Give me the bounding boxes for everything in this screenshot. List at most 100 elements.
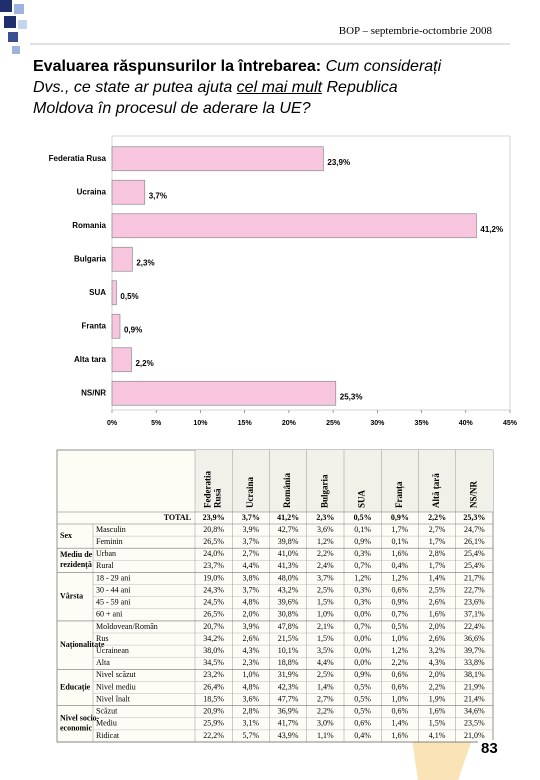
cell: 43,2% [278, 585, 299, 594]
cell: 39,7% [464, 646, 485, 655]
cell: 3,6% [243, 694, 260, 703]
row-label: 60 + ani [96, 610, 123, 619]
cell: 3,7% [317, 573, 334, 582]
total-cell: 0,5% [354, 513, 372, 522]
cell: 0,6% [354, 719, 371, 728]
row-label: Rus [96, 634, 108, 643]
cell: 30,8% [278, 610, 299, 619]
cell: 0,4% [392, 561, 409, 570]
row-label: 30 - 44 ani [96, 585, 131, 594]
column-header: NS/NR [468, 480, 478, 508]
cell: 2,4% [317, 561, 334, 570]
group-label: economic [60, 724, 92, 733]
cell: 38,1% [464, 670, 485, 679]
cell: 26,5% [203, 610, 224, 619]
group-label: Educație [60, 682, 91, 691]
group-label: Vârsta [60, 591, 83, 600]
row-label: Alta [96, 658, 110, 667]
deco [4, 16, 16, 28]
cell: 2,7% [429, 525, 446, 534]
cell: 1,7% [429, 537, 446, 546]
cell: 48,0% [278, 573, 299, 582]
category-label: Franta [82, 321, 107, 330]
cell: 2,2% [317, 549, 334, 558]
value-label: 2,3% [136, 258, 154, 267]
value-label: 41,2% [480, 225, 503, 234]
group-label: Sex [60, 531, 72, 540]
cell: 2,0% [429, 670, 446, 679]
cell: 4,8% [243, 682, 260, 691]
cell: 4,1% [429, 731, 446, 740]
cell: 0,0% [354, 610, 371, 619]
cell: 1,0% [243, 670, 260, 679]
row-label: Mediu [96, 719, 117, 728]
bar [111, 280, 117, 306]
cell: 24,7% [464, 525, 485, 534]
cell: 1,9% [429, 694, 446, 703]
cell: 2,5% [429, 585, 446, 594]
cell: 3,0% [317, 719, 334, 728]
total-cell: 25,3% [463, 513, 485, 522]
cell: 2,0% [243, 610, 260, 619]
page-number: 83 [478, 740, 501, 757]
total-cell: 23,9% [203, 513, 225, 522]
title-part: Republica [326, 79, 398, 96]
title-part: Cum considerați [325, 58, 442, 75]
cell: 3,5% [317, 646, 334, 655]
bar [111, 146, 324, 172]
cell: 0,5% [392, 622, 409, 631]
row-label: Ridicat [96, 731, 120, 740]
x-tick-label: 10% [193, 420, 208, 427]
category-label: SUA [89, 288, 106, 297]
category-label: Ucraina [77, 187, 107, 196]
row-label: Nivel scăzut [96, 670, 137, 679]
cell: 1,6% [392, 731, 409, 740]
cell: 21,7% [464, 573, 485, 582]
cell: 1,1% [317, 731, 334, 740]
cell: 4,4% [243, 561, 260, 570]
cell: 25,4% [464, 561, 485, 570]
cell: 1,5% [317, 634, 334, 643]
cell: 23,2% [203, 670, 224, 679]
row-label: Urban [96, 549, 116, 558]
cell: 0,9% [392, 598, 409, 607]
column-header: Altă țară [431, 473, 441, 508]
cell: 21,4% [464, 694, 485, 703]
cell: 1,2% [317, 537, 334, 546]
cell: 0,7% [354, 561, 371, 570]
cell: 1,2% [392, 573, 409, 582]
row-label: 18 - 29 ani [96, 573, 131, 582]
category-label: Alta tara [74, 355, 107, 364]
x-tick-label: 30% [370, 420, 385, 427]
cell: 1,5% [317, 598, 334, 607]
cell: 22,7% [464, 585, 485, 594]
cell: 2,7% [317, 694, 334, 703]
header: BOP – septembrie-octombrie 2008 [338, 25, 492, 37]
cell: 0,5% [354, 694, 371, 703]
x-tick-label: 45% [503, 420, 518, 427]
title-part: Moldova în procesul de aderare la UE? [33, 100, 311, 117]
cell: 1,0% [317, 610, 334, 619]
cell: 1,4% [317, 682, 334, 691]
cell: 2,7% [243, 549, 260, 558]
total-cell: 41,2% [277, 513, 299, 522]
cell: 1,7% [429, 561, 446, 570]
cell: 0,3% [354, 598, 371, 607]
cell: 0,6% [392, 670, 409, 679]
cell: 26,1% [464, 537, 485, 546]
group-label: rezidență [60, 560, 92, 569]
cell: 24,3% [203, 585, 224, 594]
cell: 34,5% [203, 658, 224, 667]
cell: 0,7% [392, 610, 409, 619]
cell: 3,2% [429, 646, 446, 655]
cell: 1,6% [392, 549, 409, 558]
cell: 23,5% [464, 719, 485, 728]
bar [111, 213, 477, 239]
cell: 26,4% [203, 682, 224, 691]
column-header: Federatia [203, 471, 213, 508]
cell: 0,5% [354, 682, 371, 691]
cell: 42,7% [278, 525, 299, 534]
category-label: Federatia Rusa [49, 154, 107, 163]
cell: 33,8% [464, 658, 485, 667]
cell: 21,9% [464, 682, 485, 691]
